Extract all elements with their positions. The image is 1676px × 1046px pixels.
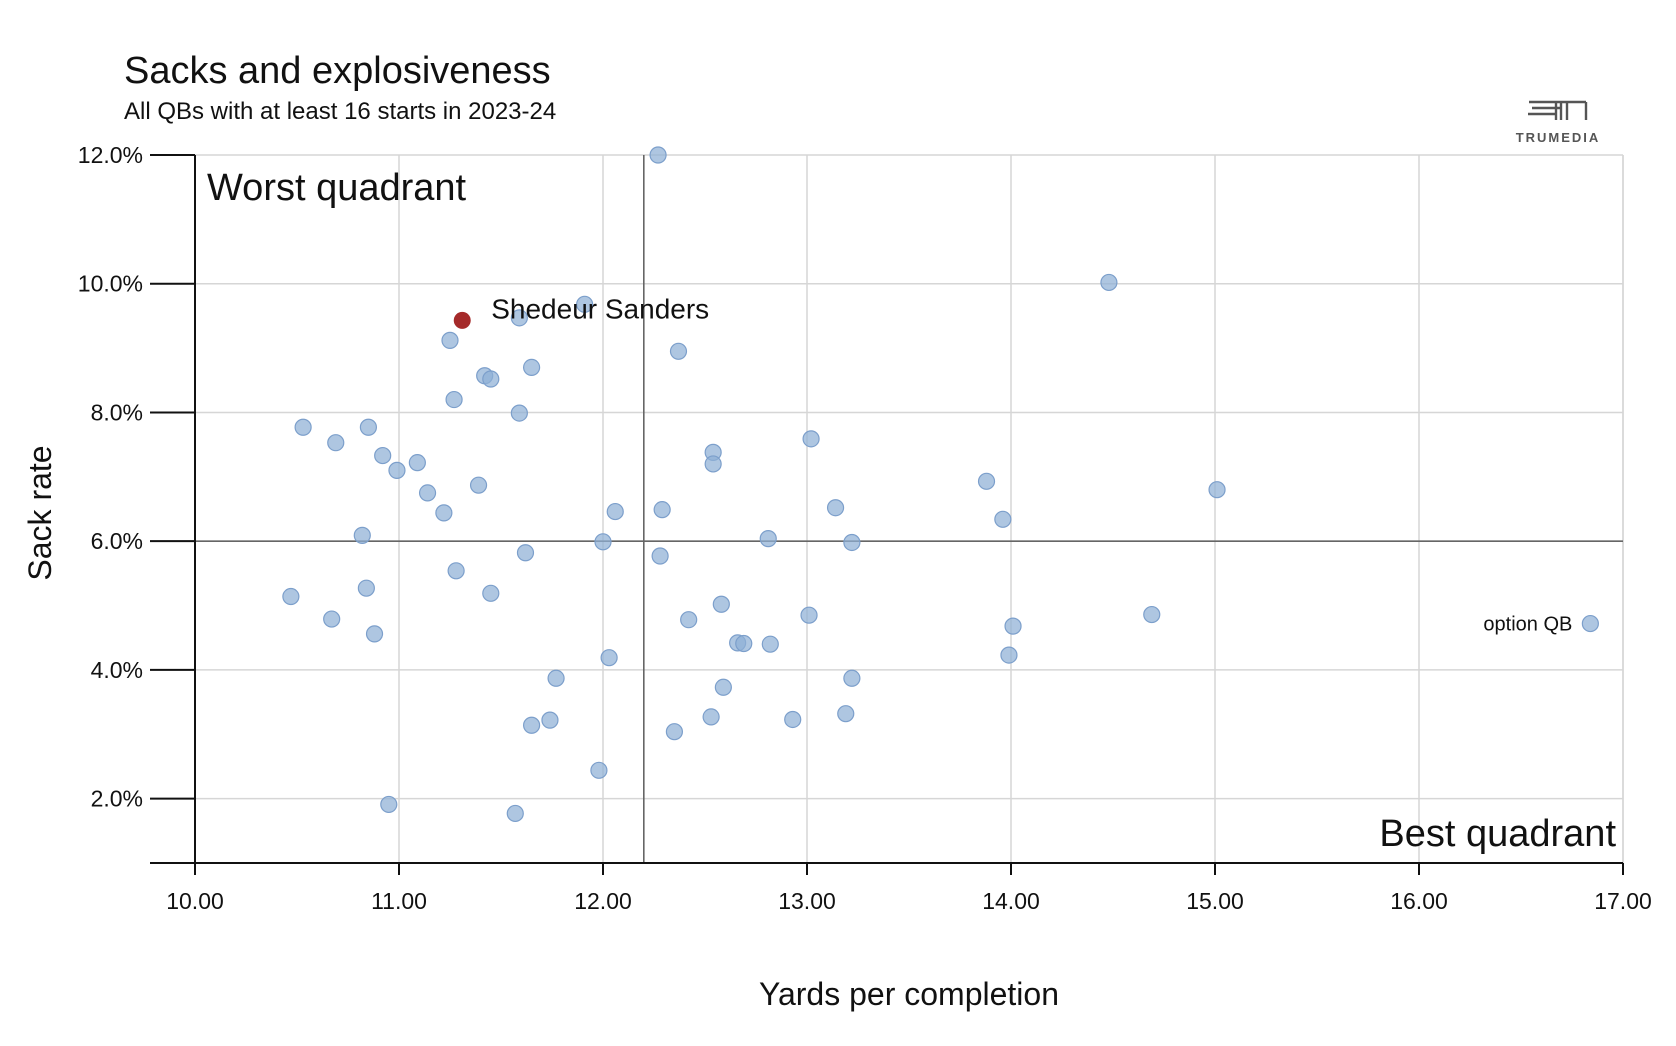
data-point (1100, 273, 1118, 292)
data-point (482, 584, 500, 602)
data-point (712, 595, 730, 613)
highlight-point (453, 311, 471, 329)
x-tick-label: 17.00 (1594, 888, 1652, 914)
x-tick-label: 16.00 (1390, 888, 1448, 914)
x-tick-label: 14.00 (982, 888, 1040, 914)
data-point (1004, 617, 1022, 635)
data-point (522, 358, 541, 376)
data-point (327, 434, 345, 452)
data-point (388, 461, 406, 479)
data-point (469, 476, 488, 494)
data-point (759, 530, 777, 548)
best-quadrant-label: Best quadrant (1379, 813, 1616, 855)
data-point (843, 669, 861, 687)
data-point (447, 562, 465, 580)
data-point (651, 547, 669, 565)
y-tick-label: 2.0% (91, 786, 143, 812)
data-point (665, 723, 684, 741)
data-point (408, 454, 426, 472)
data-point (323, 610, 341, 628)
data-point (680, 611, 698, 629)
chart-subtitle: All QBs with at least 16 starts in 2023-… (124, 98, 556, 125)
data-point (510, 309, 528, 327)
data-point (506, 804, 524, 823)
data-point (374, 446, 392, 465)
data-point (380, 795, 398, 814)
x-axis-title: Yards per completion (759, 976, 1059, 1012)
data-point (1143, 605, 1161, 624)
annotations: option QB (1483, 614, 1572, 636)
data-point (994, 510, 1012, 528)
y-tick-label: 4.0% (91, 657, 143, 683)
data-point (282, 587, 300, 606)
data-point (1208, 481, 1226, 499)
option-qb-label: option QB (1483, 614, 1572, 636)
data-point (590, 761, 608, 779)
data-point (541, 711, 559, 729)
reference-lines (195, 155, 1623, 863)
data-point (653, 501, 671, 519)
y-tick-label: 12.0% (78, 142, 143, 168)
data-point (977, 472, 996, 490)
data-point (522, 716, 541, 734)
worst-quadrant-label: Worst quadrant (207, 167, 467, 209)
data-point (482, 370, 500, 388)
x-tick-label: 13.00 (778, 888, 836, 914)
highlight-label: Shedeur Sanders (491, 293, 709, 324)
y-tick-label: 8.0% (91, 399, 143, 425)
data-point (1581, 614, 1599, 633)
tick-labels: 10.00 11.00 12.00 13.00 14.00 15.00 16.00 17.00… (78, 142, 1652, 914)
y-axis-title: Sack rate (22, 445, 58, 580)
x-tick-label: 10.00 (166, 888, 224, 914)
data-point (445, 390, 463, 409)
data-point (516, 544, 535, 562)
data-point (800, 606, 818, 624)
data-point (649, 146, 667, 164)
highlight: Shedeur Sanders (453, 293, 709, 329)
data-point (802, 430, 820, 448)
data-point (784, 710, 802, 729)
y-tick-label: 10.0% (78, 271, 143, 297)
data-point (435, 504, 453, 522)
data-point (606, 502, 624, 521)
data-point (510, 404, 528, 422)
data-point (837, 705, 855, 723)
data-point (359, 418, 377, 436)
data-point (353, 526, 371, 544)
x-tick-label: 15.00 (1186, 888, 1244, 914)
data-point (441, 331, 459, 349)
data-point (735, 634, 753, 653)
data-point (600, 649, 618, 667)
trumedia-logo-icon (1528, 100, 1588, 120)
data-point (702, 708, 720, 726)
data-points (282, 146, 1599, 823)
data-point (761, 635, 779, 653)
data-point (704, 455, 722, 473)
data-point (357, 579, 375, 597)
data-point (294, 418, 312, 436)
data-point (594, 533, 612, 551)
data-point (576, 295, 594, 313)
data-point (826, 499, 845, 517)
x-tick-label: 11.00 (371, 888, 427, 914)
data-point (365, 625, 384, 643)
data-point (714, 678, 732, 696)
data-point (547, 669, 565, 687)
data-point (843, 533, 861, 552)
grid-lines (195, 154, 1624, 863)
trumedia-logo: TRUMEDIA (1516, 100, 1601, 145)
trumedia-logo-text: TRUMEDIA (1516, 130, 1601, 145)
data-point (669, 342, 688, 360)
chart-title: Sacks and explosiveness (124, 50, 551, 92)
data-point (418, 484, 437, 502)
data-point (1000, 646, 1018, 664)
axes (150, 154, 1624, 875)
y-tick-label: 6.0% (91, 528, 143, 554)
x-tick-label: 12.00 (574, 888, 632, 914)
